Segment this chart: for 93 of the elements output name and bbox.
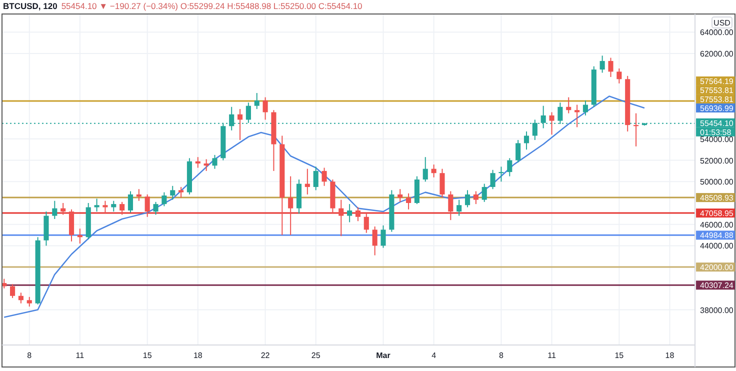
candlestick — [448, 190, 454, 221]
candlestick — [633, 112, 639, 147]
y-tick-label: 44000.00 — [700, 242, 734, 251]
x-tick-label: 11 — [76, 351, 85, 360]
candlestick — [120, 201, 125, 216]
ref-line-label: 55454.10 — [700, 118, 734, 128]
text: 57564.19 — [700, 76, 734, 86]
candlestick — [304, 168, 310, 195]
candlestick — [566, 96, 572, 114]
candlestick — [262, 96, 268, 120]
x-tick-label: 15 — [614, 351, 624, 360]
candlestick — [574, 104, 580, 128]
candlestick — [608, 57, 614, 78]
y-tick-label: 52000.00 — [700, 156, 734, 166]
candlestick — [524, 130, 530, 150]
y-axis-title: USD — [714, 18, 731, 28]
candlestick — [52, 200, 58, 220]
candlestick — [170, 185, 176, 200]
x-tick-label: 4 — [432, 351, 437, 360]
candlestick — [440, 168, 445, 198]
x-tick-label: 8 — [498, 351, 504, 360]
candlestick — [153, 201, 158, 216]
x-tick-label: 22 — [260, 351, 270, 360]
ref-line-label: 48508.93 — [700, 194, 734, 203]
candlestick — [464, 190, 470, 208]
candlestick — [77, 228, 82, 244]
candlestick — [102, 200, 108, 214]
x-tick-label: 18 — [193, 351, 203, 360]
x-tick-label: 8 — [27, 351, 32, 360]
candlestick — [364, 213, 369, 234]
candlestick — [355, 206, 361, 222]
candlestick — [380, 224, 386, 248]
candlestick — [516, 139, 521, 163]
ref-line-label: 44984.88 — [700, 231, 734, 240]
candlestick — [288, 176, 294, 236]
x-tick-label: 25 — [311, 351, 321, 360]
candlestick — [422, 156, 428, 182]
candlestick — [144, 194, 150, 218]
candlestick — [136, 188, 142, 202]
x-tick-label: 18 — [665, 351, 675, 360]
y-tick-label: 64000.00 — [700, 28, 734, 38]
candlestick — [431, 164, 436, 178]
y-tick-label: 50000.00 — [700, 178, 734, 187]
x-tick-label: 15 — [142, 351, 152, 360]
candlestick — [406, 192, 412, 210]
candlestick — [237, 108, 243, 140]
candlestick — [246, 102, 251, 124]
x-tick-label: Mar — [376, 351, 390, 360]
candlestick — [212, 154, 218, 170]
x-tick-label: 11 — [548, 351, 556, 360]
ref-line-label: 40307.24 — [700, 281, 734, 290]
y-tick-label: 46000.00 — [700, 220, 734, 230]
candlestick — [26, 296, 32, 308]
candlestick — [456, 199, 462, 216]
y-tick-label: 38000.00 — [700, 306, 734, 315]
candlestick — [473, 190, 478, 205]
text: 01:53:58 — [700, 128, 732, 137]
candlestick — [254, 92, 260, 110]
candlestick — [111, 200, 116, 212]
text: 56936.99 — [700, 104, 734, 113]
candlestick — [128, 190, 134, 214]
candlestick — [195, 156, 200, 168]
ref-line-label: 57553.81 — [700, 94, 734, 104]
candlestick — [616, 68, 622, 84]
chart-subtitle: 55454.10 ▼ −190.27 (−0.34%) O:55299.24 H:55488.98 L:55250.00 C:55454.10 — [61, 1, 363, 11]
candlestick — [549, 112, 554, 136]
candlestick — [490, 169, 496, 190]
candlestick — [582, 100, 588, 116]
candlestick — [322, 167, 327, 186]
candlestick — [482, 183, 487, 202]
candlestick — [18, 292, 24, 304]
candlestick — [507, 158, 512, 177]
candlestick — [10, 284, 16, 299]
candlestick — [338, 199, 344, 237]
ref-line-label: 42000.00 — [700, 263, 734, 272]
candlestick — [347, 204, 352, 223]
candlestick — [398, 188, 403, 202]
candlestick — [204, 158, 209, 172]
candlestick — [414, 176, 420, 205]
candlestick — [313, 166, 318, 191]
candlestick — [60, 202, 66, 216]
candlestick — [600, 55, 605, 74]
candlestick — [372, 226, 378, 256]
candlestick — [94, 198, 100, 212]
candlestick — [68, 208, 74, 242]
candlestick — [178, 186, 184, 198]
ref-line-label: 47058.95 — [700, 209, 734, 218]
candlestick — [162, 192, 167, 207]
text: 57553.81 — [700, 86, 734, 95]
candlestick — [498, 166, 504, 182]
y-tick-label: 62000.00 — [700, 50, 734, 59]
chart-title: BTCUSD, 120 — [3, 1, 58, 11]
y-tick-label: 54000.00 — [700, 134, 734, 144]
